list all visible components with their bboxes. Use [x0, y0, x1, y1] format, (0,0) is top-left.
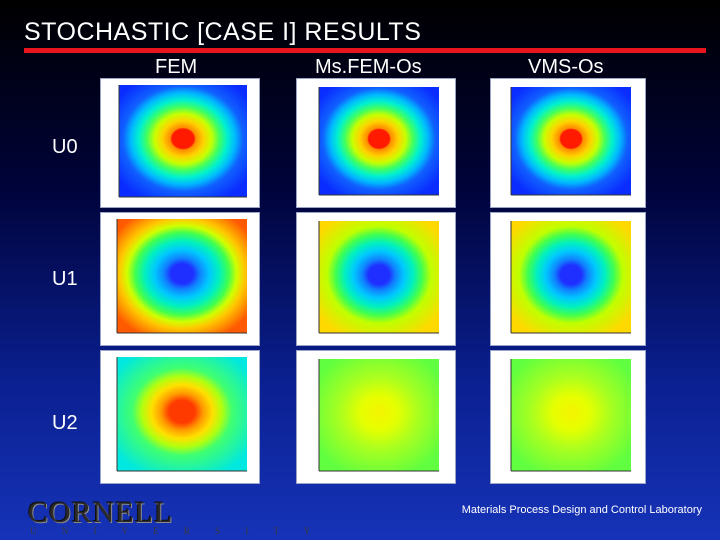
- column-header-vms: VMS-Os: [528, 56, 604, 78]
- plot-u1-msfem: [296, 212, 456, 346]
- row-label-u2: U2: [52, 412, 78, 434]
- plot-u2-vms: [490, 350, 646, 484]
- plot-u1-fem: [100, 212, 260, 346]
- plot-u2-msfem: [296, 350, 456, 484]
- cornell-logo-subtitle: U N I V E R S I T Y: [30, 526, 322, 536]
- plot-u0-vms: [490, 78, 646, 208]
- lab-name: Materials Process Design and Control Lab…: [461, 504, 702, 516]
- plot-u0-msfem: [296, 78, 456, 208]
- cornell-logo: CORNELL: [28, 496, 174, 529]
- slide-title: STOCHASTIC [CASE I] RESULTS: [24, 18, 422, 46]
- plot-u0-fem: [100, 78, 260, 208]
- row-label-u1: U1: [52, 268, 78, 290]
- plot-u1-vms: [490, 212, 646, 346]
- plot-u2-fem: [100, 350, 260, 484]
- row-label-u0: U0: [52, 136, 78, 158]
- column-header-fem: FEM: [155, 56, 198, 78]
- column-header-msfem: Ms.FEM-Os: [315, 56, 422, 78]
- title-underline: [24, 48, 706, 53]
